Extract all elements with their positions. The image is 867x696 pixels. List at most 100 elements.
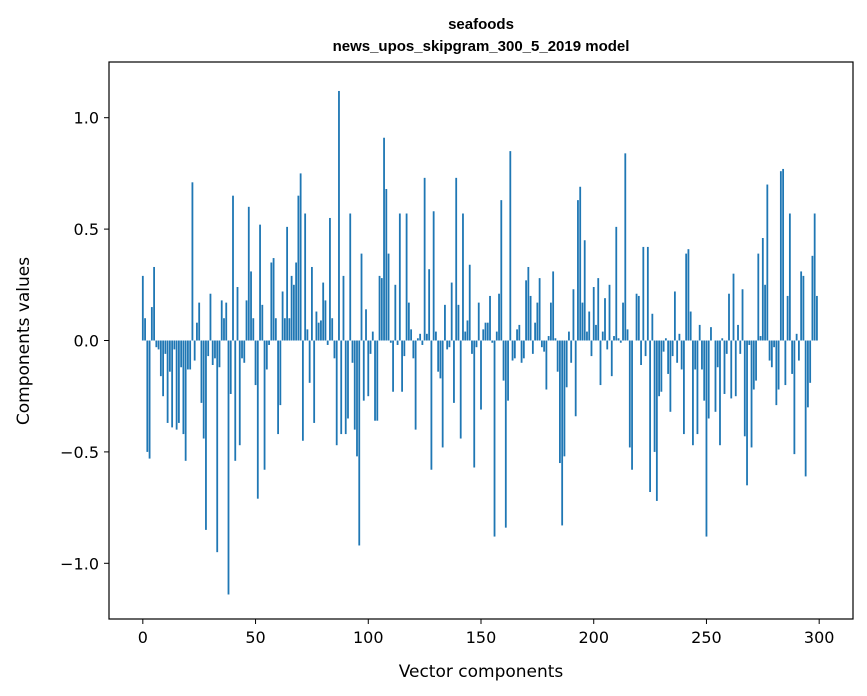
- bar: [755, 340, 757, 381]
- bar: [313, 340, 316, 423]
- bar: [491, 340, 494, 343]
- bar: [750, 340, 753, 448]
- bar: [301, 340, 304, 441]
- bar: [335, 340, 338, 446]
- bar: [692, 340, 694, 446]
- bar: [703, 340, 706, 401]
- chart-subtitle: news_upos_skipgram_300_5_2019 model: [333, 38, 630, 55]
- bar: [653, 340, 656, 452]
- bar: [283, 318, 286, 341]
- bar: [333, 340, 336, 359]
- bar: [191, 182, 194, 341]
- bar: [804, 340, 807, 477]
- bar: [694, 340, 697, 370]
- bar: [635, 293, 638, 341]
- bar: [383, 137, 385, 341]
- bar: [241, 340, 243, 359]
- bar: [477, 302, 480, 341]
- bar: [664, 338, 667, 341]
- bar: [435, 331, 437, 341]
- bar: [559, 340, 561, 464]
- bar: [689, 311, 692, 341]
- bar: [146, 340, 149, 452]
- bar: [586, 331, 588, 341]
- bar: [606, 340, 609, 350]
- bar: [281, 291, 284, 341]
- bar: [189, 340, 192, 370]
- bar: [279, 340, 282, 406]
- bar: [737, 324, 739, 341]
- bar: [568, 331, 570, 341]
- bar: [356, 340, 358, 457]
- bar: [549, 302, 552, 341]
- bar: [486, 322, 489, 341]
- bar: [441, 340, 444, 448]
- bar: [378, 275, 381, 341]
- bar: [162, 340, 165, 397]
- bar: [676, 340, 679, 363]
- x-tick-label: 0: [138, 628, 148, 647]
- bar: [809, 340, 812, 383]
- bar: [683, 340, 685, 435]
- bar: [685, 253, 688, 341]
- bar: [446, 340, 449, 350]
- bar: [412, 340, 415, 359]
- bar: [604, 298, 606, 341]
- bar: [396, 340, 399, 345]
- bar: [218, 340, 221, 368]
- bar: [236, 287, 239, 341]
- bar: [261, 304, 264, 341]
- bar: [525, 280, 527, 341]
- bar: [631, 340, 633, 470]
- bar: [245, 300, 248, 341]
- bar: [362, 340, 365, 401]
- bar: [159, 340, 162, 377]
- bar: [419, 333, 422, 341]
- bar: [344, 340, 347, 435]
- bar: [570, 340, 573, 363]
- bar: [777, 340, 780, 390]
- bar: [198, 302, 201, 341]
- bar: [211, 340, 214, 366]
- bar: [540, 340, 543, 348]
- bar: [577, 200, 579, 341]
- bar: [637, 295, 640, 341]
- bar: [202, 340, 205, 439]
- bar: [752, 340, 755, 390]
- bar: [459, 340, 462, 439]
- bar: [351, 340, 354, 363]
- bar: [696, 340, 699, 435]
- bar: [252, 318, 255, 341]
- bar: [610, 340, 613, 377]
- bar: [710, 327, 712, 341]
- bar: [588, 311, 591, 341]
- bar: [214, 340, 216, 359]
- bar: [216, 340, 219, 553]
- bar: [425, 333, 428, 341]
- bar: [779, 171, 782, 341]
- bar: [574, 340, 577, 417]
- bar: [619, 340, 622, 343]
- bar: [220, 300, 223, 341]
- bar: [166, 340, 169, 423]
- bar: [561, 340, 564, 526]
- bar: [387, 253, 390, 341]
- bar: [802, 275, 805, 341]
- bar: [797, 340, 800, 361]
- bar: [326, 340, 329, 345]
- bar: [471, 340, 473, 354]
- bar: [205, 340, 207, 530]
- bar: [464, 331, 467, 341]
- bar: [232, 195, 234, 341]
- bar: [770, 340, 773, 368]
- bar: [495, 331, 498, 341]
- bar: [144, 318, 146, 341]
- bar: [259, 224, 261, 341]
- bar: [714, 340, 717, 412]
- bar: [522, 340, 525, 359]
- x-axis: 0 50 100 150 200 250 300: [138, 619, 834, 647]
- x-tick-label: 100: [353, 628, 384, 647]
- bar: [380, 278, 383, 341]
- bar: [622, 302, 624, 341]
- bar: [660, 340, 663, 392]
